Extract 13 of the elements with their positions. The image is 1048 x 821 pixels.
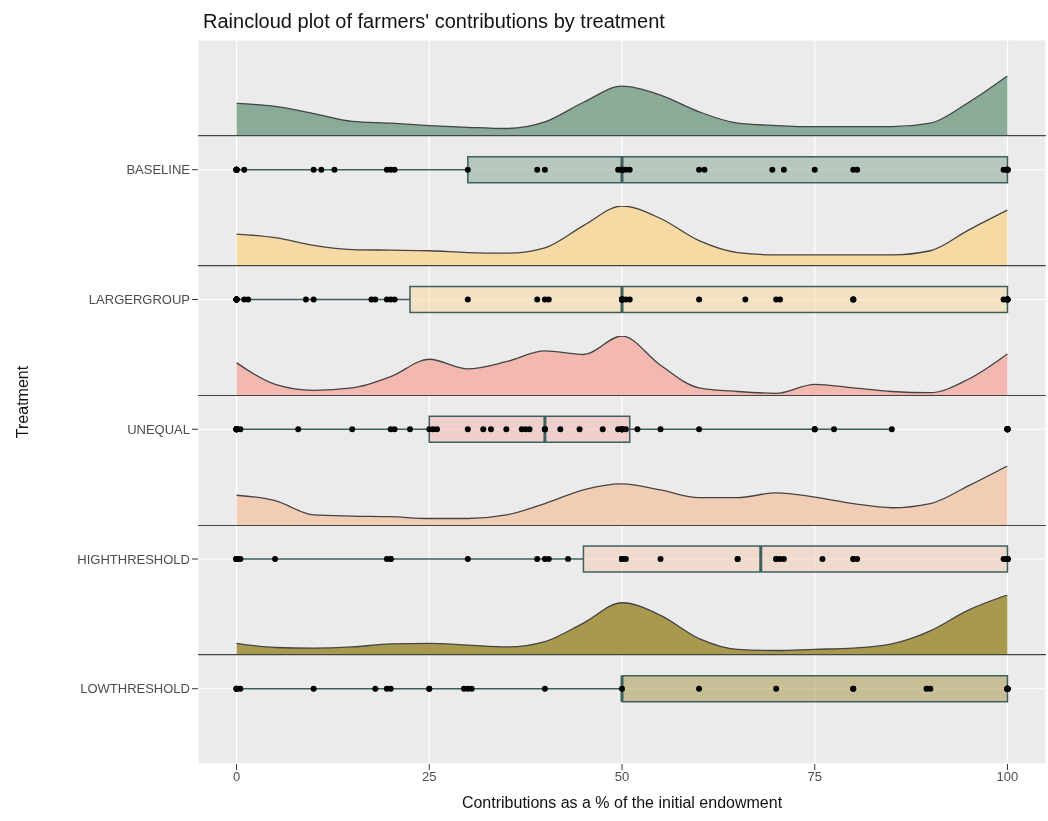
y-tick-label: BASELINE [126,162,191,178]
y-tick-label: UNEQUAL [127,421,190,437]
y-tick-label: HIGHTHRESHOLD [77,551,190,567]
y-tick-label: LOWTHRESHOLD [80,681,190,697]
x-tick-label: 25 [422,769,437,785]
x-tick-label: 75 [807,769,822,785]
x-tick-label: 100 [996,769,1019,785]
y-axis-title: Treatment [13,365,31,439]
x-tick-label: 50 [614,769,630,785]
y-tick-label: LARGERGROUP [88,292,190,308]
x-axis-title: Contributions as a % of the initial endowment [461,794,783,811]
chart-title: Raincloud plot of farmers' contributions by treatment [203,10,665,33]
x-tick-label: 0 [232,769,241,785]
